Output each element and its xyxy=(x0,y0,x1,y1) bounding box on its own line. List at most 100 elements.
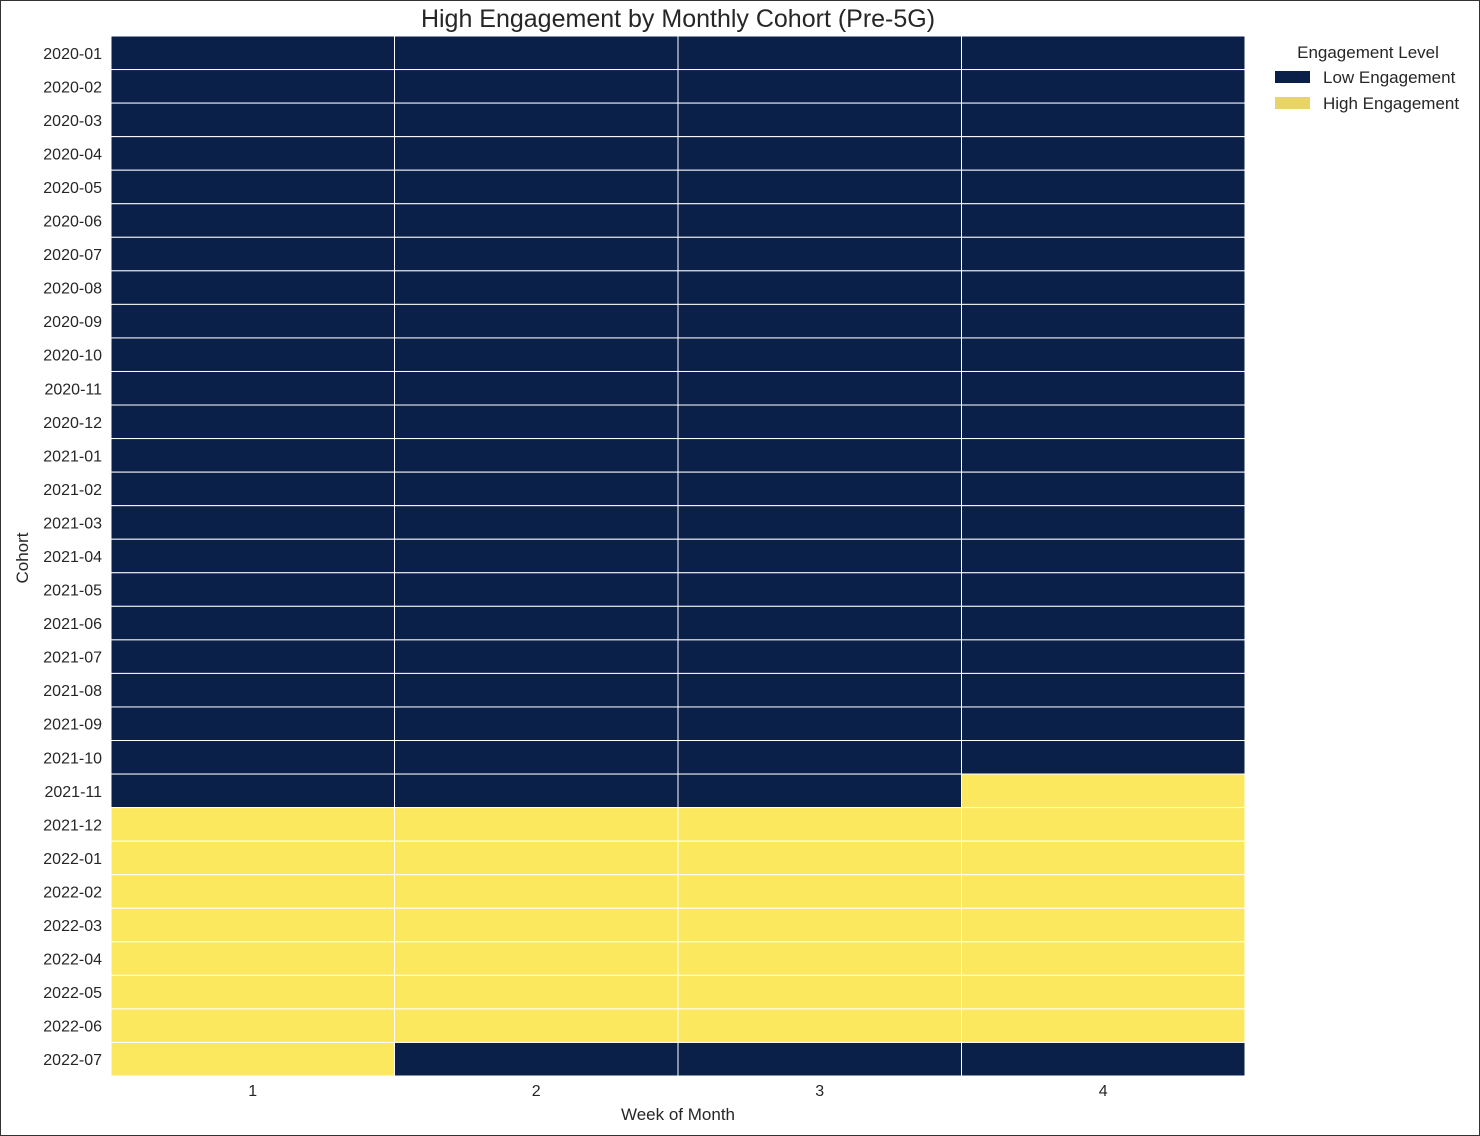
y-tick-label: 2021-05 xyxy=(43,583,102,600)
heatmap-cell xyxy=(110,404,395,440)
heatmap-cell xyxy=(677,1041,962,1077)
heatmap-cell xyxy=(677,303,962,339)
legend-title: Engagement Level xyxy=(1297,43,1439,62)
heatmap-cell xyxy=(110,136,395,171)
heatmap-cell xyxy=(394,102,679,138)
heatmap-cell xyxy=(677,203,962,238)
heatmap-cell xyxy=(677,270,962,305)
y-tick-label: 2021-10 xyxy=(43,750,102,767)
heatmap-cell xyxy=(110,1008,395,1043)
heatmap-cell xyxy=(110,706,395,742)
x-tick-label: 2 xyxy=(532,1083,541,1100)
heatmap-cell xyxy=(961,974,1246,1010)
heatmap-cell xyxy=(961,773,1246,809)
heatmap-cell xyxy=(394,706,679,742)
y-tick-label: 2021-09 xyxy=(43,717,102,734)
heatmap-cell xyxy=(961,438,1246,473)
heatmap-cell xyxy=(961,538,1246,574)
y-tick-label: 2022-05 xyxy=(43,985,102,1002)
heatmap-cell xyxy=(394,169,679,205)
heatmap-cell xyxy=(394,505,679,540)
heatmap-cell xyxy=(394,1041,679,1077)
legend-swatch xyxy=(1275,71,1310,83)
heatmap-cell xyxy=(394,874,679,909)
y-tick-label: 2020-04 xyxy=(43,146,102,163)
heatmap-cell xyxy=(394,840,679,876)
heatmap-cell xyxy=(677,672,962,708)
y-tick-label: 2021-02 xyxy=(43,482,102,499)
heatmap-cell xyxy=(961,639,1246,674)
heatmap-cell xyxy=(110,740,395,775)
heatmap-cell xyxy=(677,438,962,473)
heatmap-cell xyxy=(961,136,1246,171)
heatmap-cell xyxy=(961,941,1246,976)
heatmap-cell xyxy=(961,1041,1246,1077)
heatmap-cell xyxy=(110,471,395,507)
heatmap-cell xyxy=(394,605,679,641)
heatmap-cell xyxy=(394,572,679,607)
heatmap-cell xyxy=(110,840,395,876)
heatmap-cell xyxy=(961,471,1246,507)
heatmap-cell xyxy=(677,706,962,742)
heatmap-cell xyxy=(110,337,395,372)
heatmap-cell xyxy=(110,505,395,540)
heatmap-cell xyxy=(677,907,962,943)
heatmap-cell xyxy=(110,303,395,339)
heatmap-cell xyxy=(110,807,395,842)
heatmap-cell xyxy=(394,538,679,574)
y-tick-label: 2021-01 xyxy=(43,448,102,465)
heatmap-cell xyxy=(110,974,395,1010)
heatmap-cell xyxy=(677,102,962,138)
heatmap-cell xyxy=(961,907,1246,943)
heatmap-cell xyxy=(394,941,679,976)
heatmap-cell xyxy=(110,169,395,205)
y-tick-label: 2020-06 xyxy=(43,214,102,231)
legend-label: High Engagement xyxy=(1323,94,1459,113)
legend-label: Low Engagement xyxy=(1323,68,1456,87)
y-tick-label: 2022-07 xyxy=(43,1052,102,1069)
heatmap-cell xyxy=(961,807,1246,842)
heatmap-cell xyxy=(110,639,395,674)
heatmap-cell xyxy=(394,136,679,171)
heatmap-cell xyxy=(961,370,1246,406)
heatmap-cell xyxy=(394,270,679,305)
heatmap-cell xyxy=(677,572,962,607)
y-tick-label: 2021-06 xyxy=(43,616,102,633)
heatmap-cell xyxy=(961,572,1246,607)
x-axis-label: Week of Month xyxy=(621,1105,735,1124)
heatmap-cell xyxy=(961,404,1246,440)
heatmap-cell xyxy=(110,270,395,305)
y-tick-label: 2022-02 xyxy=(43,884,102,901)
heatmap-cell xyxy=(394,807,679,842)
heatmap-cell xyxy=(961,672,1246,708)
heatmap-cell xyxy=(110,1041,395,1077)
heatmap-cell xyxy=(394,974,679,1010)
heatmap-cell xyxy=(394,438,679,473)
heatmap-cell xyxy=(961,169,1246,205)
heatmap-cell xyxy=(394,471,679,507)
heatmap-cell xyxy=(110,35,395,71)
y-tick-label: 2020-12 xyxy=(43,415,102,432)
heatmap-cell xyxy=(677,538,962,574)
heatmap-cell xyxy=(394,672,679,708)
heatmap-cell xyxy=(677,370,962,406)
heatmap-cell xyxy=(677,773,962,809)
heatmap-cell xyxy=(110,203,395,238)
heatmap-cell xyxy=(677,605,962,641)
heatmap-cell xyxy=(394,35,679,71)
y-tick-label: 2020-09 xyxy=(43,314,102,331)
y-tick-label: 2021-11 xyxy=(44,784,102,801)
heatmap-cell xyxy=(961,35,1246,71)
heatmap-cell xyxy=(110,236,395,272)
heatmap-cell xyxy=(677,136,962,171)
heatmap-cell xyxy=(677,874,962,909)
heatmap-cell xyxy=(961,505,1246,540)
legend-swatch xyxy=(1275,97,1310,109)
heatmap-cell xyxy=(677,941,962,976)
y-tick-label: 2021-07 xyxy=(43,650,102,667)
heatmap-cell xyxy=(677,69,962,104)
y-tick-label: 2021-08 xyxy=(43,683,102,700)
y-tick-label: 2020-10 xyxy=(43,348,102,365)
